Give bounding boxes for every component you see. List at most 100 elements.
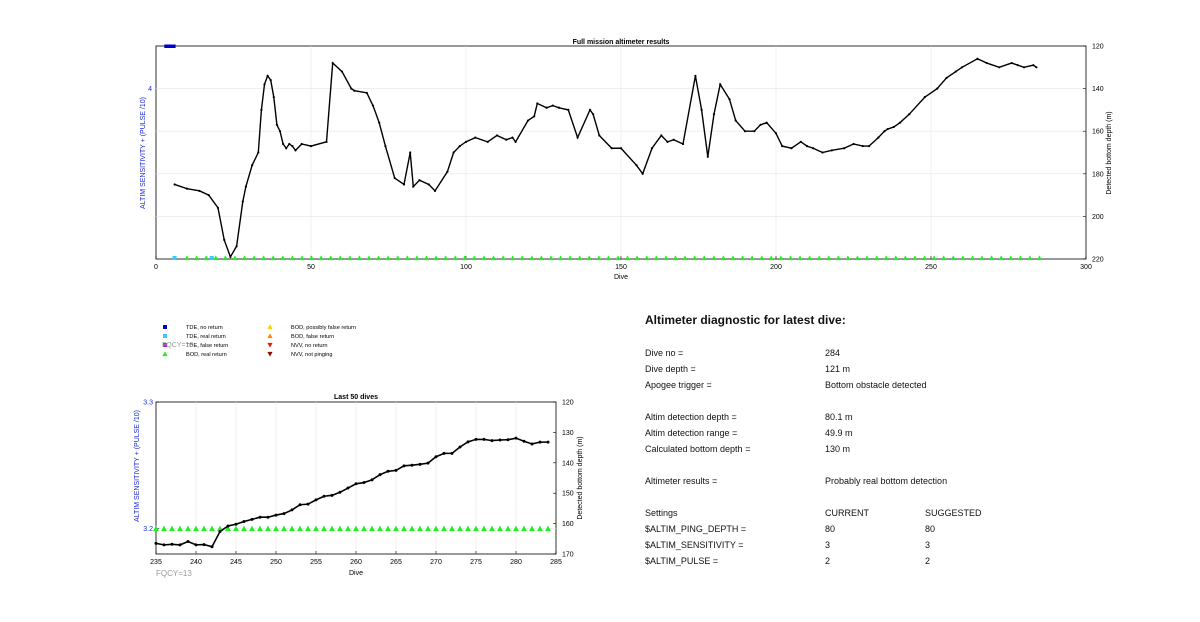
small-depth-point <box>234 522 238 526</box>
main-altimeter-chart: Full mission altimeter results Dive ALTI… <box>140 39 1113 281</box>
diagnostic-row: Altimeter results = Probably real bottom … <box>645 476 1165 488</box>
diagnostic-value: 49.9 m <box>825 428 853 438</box>
main-bod-marker <box>596 255 602 261</box>
main-bod-marker <box>864 255 870 261</box>
legend: TDE, no return TDE, real return TDE, false… <box>162 324 356 358</box>
main-depth-point <box>976 57 979 60</box>
main-depth-point <box>898 121 902 124</box>
main-depth-point <box>805 145 809 148</box>
main-depth-point <box>660 134 663 137</box>
diagnostic-value: Bottom obstacle detected <box>825 380 927 390</box>
main-bod-marker <box>912 255 918 261</box>
main-bod-marker <box>462 255 468 261</box>
main-bod-marker <box>960 255 966 261</box>
small-bod-marker <box>489 525 495 532</box>
small-bod-marker <box>201 525 207 532</box>
main-depth-point <box>765 121 768 124</box>
small-right-ticks: 120 130 140 150 160 170 <box>553 400 574 559</box>
main-right-tick-label: 140 <box>1092 86 1104 93</box>
setting-current: 80 <box>825 524 836 534</box>
small-left-tick-label: 3.2 <box>143 526 153 533</box>
main-bod-marker <box>529 255 535 261</box>
main-bod-marker <box>328 255 334 261</box>
small-bod-marker <box>369 525 375 532</box>
main-bod-marker <box>682 255 688 261</box>
small-depth-point <box>226 524 230 528</box>
small-right-tick-label: 160 <box>562 521 574 528</box>
small-bod-marker <box>233 525 239 532</box>
setting-suggested: 2 <box>925 556 931 566</box>
main-depth-point <box>557 106 561 109</box>
diagnostic-row: Dive no = 284 <box>645 348 1165 360</box>
main-bod-marker <box>557 255 564 261</box>
small-depth-point <box>386 469 390 473</box>
small-x-tick-label: 250 <box>270 559 282 566</box>
main-bod-marker <box>941 255 947 261</box>
main-depth-point <box>700 108 703 111</box>
main-depth-point <box>257 151 260 154</box>
main-depth-point <box>185 187 189 190</box>
small-right-tick-label: 130 <box>562 430 574 437</box>
main-depth-point <box>446 170 449 173</box>
small-markers <box>153 525 551 532</box>
small-depth-point <box>210 545 214 549</box>
main-depth-point <box>923 96 926 99</box>
main-depth-point <box>799 140 802 143</box>
main-bod-marker <box>1017 255 1023 261</box>
small-depth-point <box>282 512 286 516</box>
legend-marker <box>267 342 273 348</box>
main-depth-point <box>384 145 387 148</box>
main-bod-marker <box>605 255 612 261</box>
small-bod-marker <box>257 525 263 532</box>
main-left-ylabel: ALTIM SENSITIVITY + (PULSE /10) <box>140 97 147 209</box>
main-depth-point <box>433 189 437 192</box>
main-bod-marker <box>404 255 410 261</box>
main-depth-point <box>610 147 613 150</box>
main-depth-point <box>526 119 530 122</box>
small-bod-marker <box>377 525 383 532</box>
main-depth-point <box>545 106 548 109</box>
main-depth-point <box>486 140 489 143</box>
main-bod-marker <box>414 255 420 261</box>
main-depth-point <box>734 119 737 122</box>
main-bod-marker <box>299 255 305 261</box>
main-depth-point <box>340 70 344 73</box>
main-bod-marker <box>222 255 228 261</box>
main-bod-marker <box>423 255 430 261</box>
diagnostic-label: Altim detection depth = <box>645 412 737 422</box>
small-x-tick-label: 270 <box>430 559 442 566</box>
small-bod-marker <box>273 525 279 532</box>
small-bod-marker <box>265 525 271 532</box>
main-right-tick-label: 180 <box>1092 171 1104 178</box>
small-bod-marker <box>393 525 399 532</box>
main-depth-point <box>452 151 455 154</box>
setting-name: $ALTIM_PULSE = <box>645 556 719 566</box>
diagnostic-value: 121 m <box>825 364 851 374</box>
small-depth-point <box>202 543 206 547</box>
small-depth-point <box>394 468 398 472</box>
diagnostic-row: Apogee trigger = Bottom obstacle detected <box>645 380 1165 392</box>
diagnostic-label: Altim detection range = <box>645 428 738 438</box>
small-bod-marker <box>441 525 447 532</box>
small-bod-marker <box>545 525 551 532</box>
small-bod-marker <box>361 525 367 532</box>
main-right-ticks: 120 140 160 180 200 220 <box>1083 44 1104 264</box>
main-depth-point <box>464 140 468 143</box>
main-depth-line <box>173 57 1038 259</box>
diagnostic-row: Calculated bottom depth = 130 m <box>645 444 1165 456</box>
small-bod-marker <box>345 525 351 532</box>
legend-marker <box>267 324 273 330</box>
main-bod-marker <box>845 255 851 261</box>
main-depth-point <box>474 136 477 139</box>
main-bod-marker <box>797 255 803 261</box>
main-x-tick-label: 200 <box>770 264 782 271</box>
small-bod-marker <box>353 525 359 532</box>
main-x-tick-label: 100 <box>460 264 472 271</box>
small-right-tick-label: 170 <box>562 552 574 559</box>
main-depth-point <box>241 200 244 203</box>
small-depth-point <box>250 517 254 521</box>
main-bod-marker <box>251 255 257 261</box>
main-bod-marker <box>874 255 880 261</box>
main-depth-point <box>263 83 266 86</box>
small-bod-marker <box>153 525 159 532</box>
